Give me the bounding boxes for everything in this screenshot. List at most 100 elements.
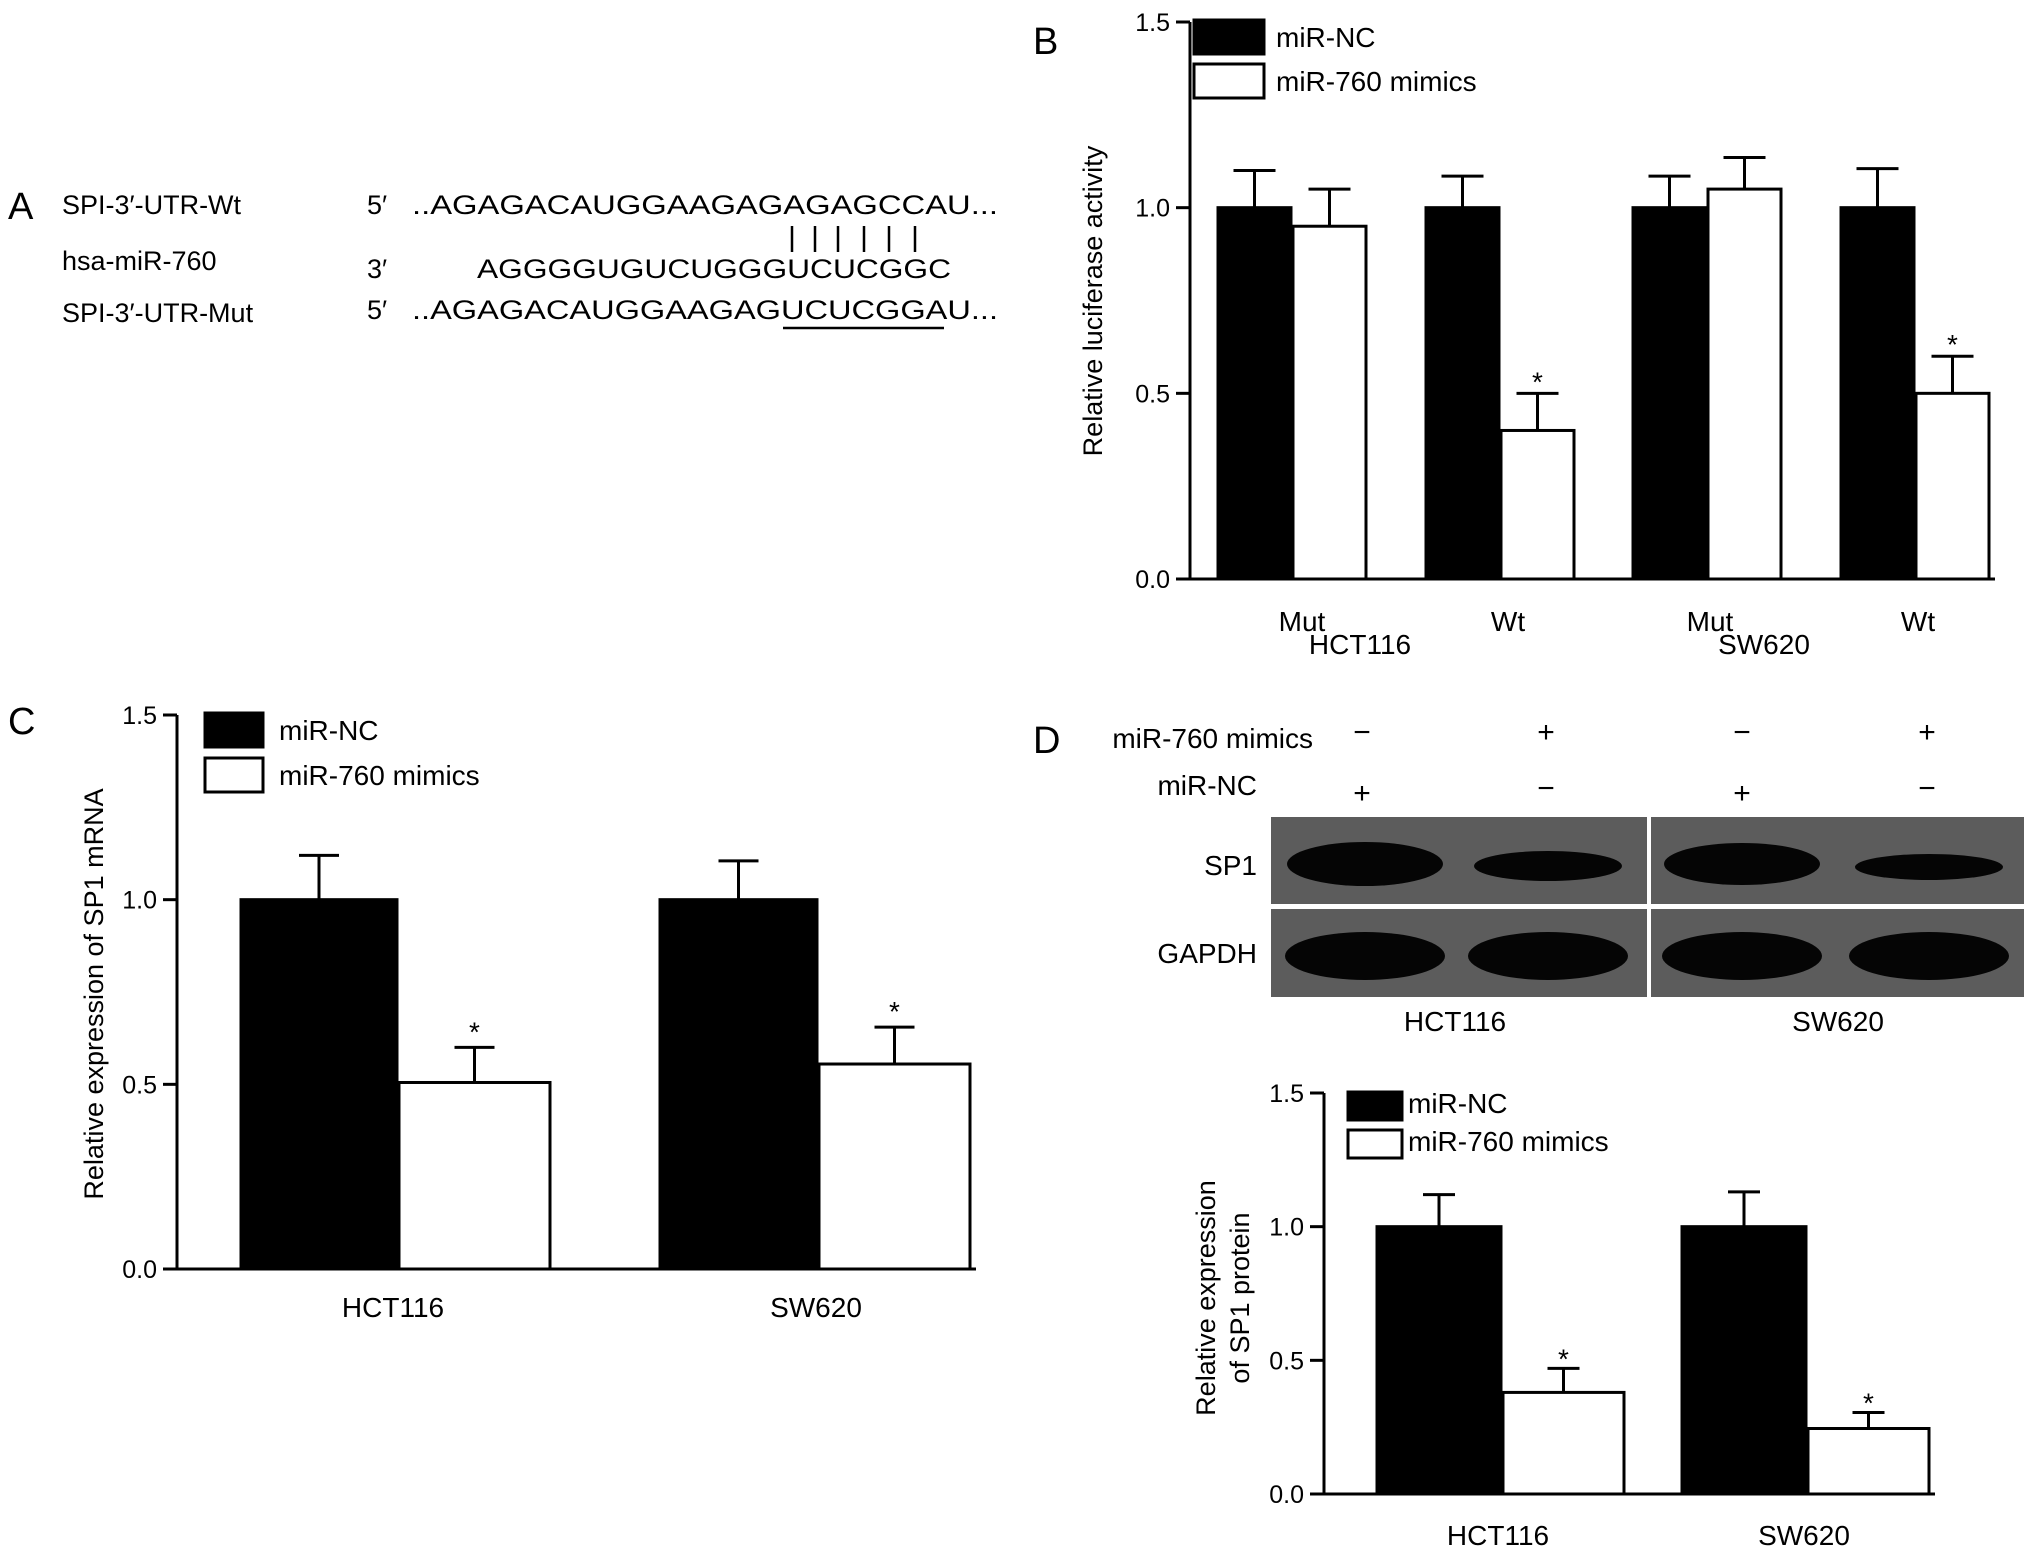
chart-b-bar-nc-1: [1216, 206, 1293, 581]
chart-d-y-tick-label: 1.5: [1269, 1080, 1304, 1108]
chart-b-significance-star: *: [1532, 366, 1543, 397]
band-sp1-lane-4: [1855, 854, 2003, 880]
chart-d-bar-mimics-2: [1806, 1427, 1931, 1496]
sign-treat-1: −: [1353, 716, 1371, 749]
chart-b-bar-nc-4: [1839, 206, 1916, 581]
chart-b-group-label: HCT116: [1309, 629, 1411, 660]
chart-c-significance-star: *: [889, 996, 900, 1027]
chart-c-legend-label-2: miR-760 mimics: [279, 760, 480, 791]
chart-b-bar-mimics-2: [1499, 428, 1576, 581]
band-label-sp1: SP1: [1204, 850, 1257, 881]
chart-c-legend-label-1: miR-NC: [279, 715, 379, 746]
chart-d-bar-nc-1: [1375, 1225, 1503, 1496]
seq-mut: ..AGAGACAUGGAAGAGUCUCGGAU...: [412, 295, 998, 325]
chart-b-category-label: Wt: [1491, 606, 1525, 637]
band-gapdh-lane-3: [1662, 932, 1822, 980]
blot-gap: [1271, 904, 2024, 909]
chart-b-category-label: Wt: [1901, 606, 1935, 637]
chart-d-bar-nc-2: [1680, 1225, 1808, 1496]
blot-row-label-control: miR-NC: [1157, 770, 1257, 801]
chart-c-y-tick-label: 0.0: [122, 1256, 157, 1284]
panel-label-c: C: [8, 701, 35, 743]
chart-c-y-axis-label: Relative expression of SP1 mRNA: [79, 788, 109, 1199]
chart-c-y-tick-label: 1.0: [122, 887, 157, 915]
chart-d-y-axis-label: of SP1 protein: [1225, 1212, 1255, 1383]
seq-mir: AGGGGUGUCUGGGUCUCGGC: [477, 254, 951, 284]
sign-treat-2: +: [1537, 716, 1555, 749]
chart-b-legend-label-2: miR-760 mimics: [1276, 66, 1477, 97]
chart-b-y-tick-label: 0.0: [1135, 566, 1170, 594]
chart-b-y-axis-label: Relative luciferase activity: [1078, 145, 1108, 456]
chart-d-legend-swatch-1: [1346, 1090, 1404, 1122]
seq-wt-label: SPI-3′-UTR-Wt: [62, 190, 242, 220]
chart-c-bar-nc-1: [239, 898, 399, 1271]
seq-wt: ..AGAGACAUGGAAGAGAGAGCCAU...: [412, 190, 998, 220]
chart-d-bar-mimics-1: [1501, 1390, 1626, 1496]
chart-c-category-label: HCT116: [342, 1292, 444, 1323]
seq-mir-label: hsa-miR-760: [62, 246, 217, 276]
band-label-gapdh: GAPDH: [1157, 938, 1257, 969]
chart-b-legend-swatch-1: [1192, 18, 1266, 56]
chart-b-bar-mimics-3: [1706, 187, 1783, 581]
chart-b-legend-swatch-2: [1192, 62, 1266, 100]
sign-control-4: −: [1918, 772, 1936, 805]
panel-label-a: A: [8, 186, 34, 228]
sign-control-2: −: [1537, 772, 1555, 805]
sign-treat-4: +: [1918, 716, 1936, 749]
seq-mir-prime: 3′: [367, 254, 387, 284]
chart-b-bar-nc-3: [1631, 206, 1708, 581]
sign-control-1: +: [1353, 777, 1371, 810]
chart-b-bar-nc-2: [1424, 206, 1501, 581]
chart-d-category-label: HCT116: [1447, 1520, 1549, 1551]
chart-d-y-axis-label: Relative expression: [1191, 1180, 1221, 1416]
seq-wt-prime: 5′: [367, 190, 387, 220]
chart-d-y-tick-label: 0.0: [1269, 1481, 1304, 1509]
chart-c-bar-mimics-1: [397, 1080, 552, 1271]
sign-treat-3: −: [1733, 716, 1751, 749]
western-blot: miR-760 mimics miR-NC − + − + + − + − SP…: [1112, 716, 2024, 1037]
chart-b-category-label: Mut: [1279, 606, 1326, 637]
chart-b-significance-star: *: [1947, 329, 1958, 360]
blot-row-label-treat: miR-760 mimics: [1112, 723, 1313, 754]
panel-label-b: B: [1033, 21, 1058, 63]
chart-b-bar-mimics-4: [1914, 391, 1991, 581]
band-gapdh-lane-4: [1849, 932, 2009, 980]
chart-b-y-tick-label: 0.5: [1135, 380, 1170, 408]
band-sp1-lane-1: [1287, 842, 1443, 886]
blot-group-label-2: SW620: [1792, 1006, 1884, 1037]
chart-c-significance-star: *: [469, 1016, 480, 1047]
chart-d-legend-label-2: miR-760 mimics: [1408, 1126, 1609, 1157]
chart-d: 0.0 0.5 1.0 1.5 Relative expression of SP1 pr…: [1191, 1080, 1935, 1551]
band-sp1-lane-2: [1474, 851, 1622, 881]
chart-c: 0.0 0.5 1.0 1.5 Relative expression of SP1 m…: [79, 702, 976, 1323]
chart-d-legend-swatch-2: [1346, 1128, 1404, 1160]
chart-c-bar-mimics-2: [817, 1062, 972, 1271]
seq-mut-prime: 5′: [367, 295, 387, 325]
blot-group-label-1: HCT116: [1404, 1006, 1506, 1037]
chart-c-bar-nc-2: [658, 898, 819, 1271]
band-sp1-lane-3: [1664, 843, 1820, 885]
chart-d-significance-star: *: [1863, 1387, 1874, 1418]
chart-c-legend-swatch-1: [203, 711, 265, 749]
band-gapdh-lane-1: [1285, 932, 1445, 980]
chart-b-category-label: Mut: [1687, 606, 1734, 637]
chart-c-category-label: SW620: [770, 1292, 862, 1323]
panel-a: A SPI-3′-UTR-Wt 5′ ..AGAGACAUGGAAGAGAGAG…: [8, 186, 998, 330]
band-gapdh-lane-2: [1468, 932, 1628, 980]
seq-mut-label: SPI-3′-UTR-Mut: [62, 298, 254, 328]
chart-b-group-label: SW620: [1718, 629, 1810, 660]
chart-c-y-tick-label: 0.5: [122, 1071, 157, 1099]
chart-c-legend-swatch-2: [203, 756, 265, 794]
sign-control-3: +: [1733, 777, 1751, 810]
chart-d-category-label: SW620: [1758, 1520, 1850, 1551]
chart-c-y-tick-label: 1.5: [122, 702, 157, 730]
base-pair-marks: [790, 226, 917, 252]
chart-d-significance-star: *: [1558, 1343, 1569, 1374]
chart-d-legend-label-1: miR-NC: [1408, 1088, 1508, 1119]
panel-label-d: D: [1033, 720, 1060, 762]
chart-b-y-tick-label: 1.0: [1135, 195, 1170, 223]
chart-d-y-tick-label: 1.0: [1269, 1214, 1304, 1242]
chart-b: 0.0 0.5 1.0 1.5 Relative luciferase activity…: [1078, 9, 1995, 660]
chart-b-y-tick-label: 1.5: [1135, 9, 1170, 37]
